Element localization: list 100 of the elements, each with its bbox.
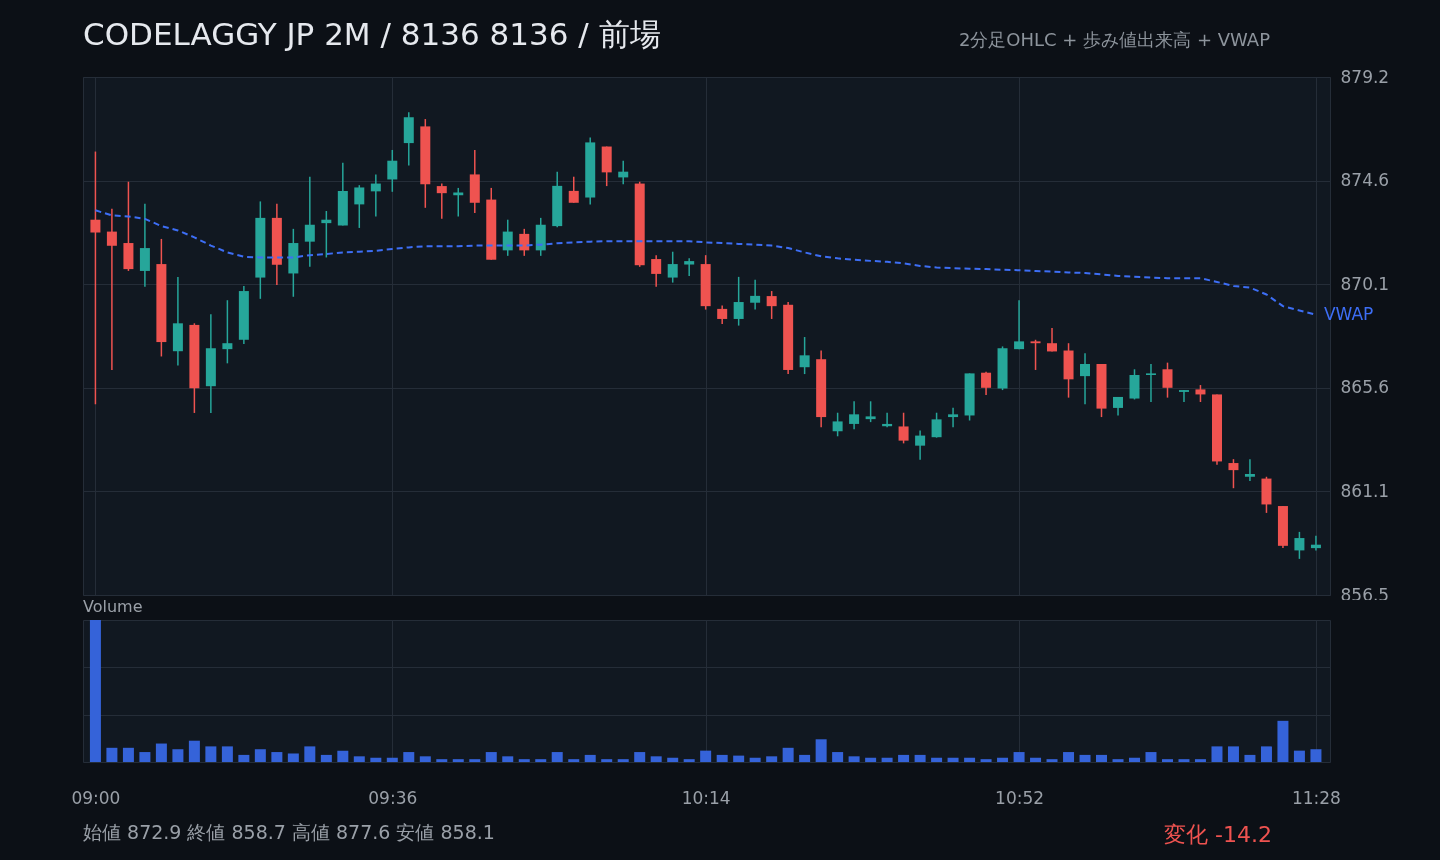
candlestick — [931, 411, 942, 439]
bar — [1310, 749, 1322, 762]
bar — [617, 759, 629, 762]
bar — [403, 752, 415, 762]
bar — [766, 756, 778, 762]
candlestick — [1294, 531, 1305, 560]
bar — [700, 750, 712, 762]
candlestick — [1178, 389, 1189, 403]
candlestick — [865, 400, 876, 423]
candlestick — [651, 254, 662, 288]
candlestick — [898, 411, 909, 445]
candlestick — [139, 202, 150, 288]
candlestick — [354, 184, 365, 229]
y-tick-label: 865.6 — [1340, 377, 1390, 398]
candlestick — [1129, 368, 1140, 401]
bar — [469, 759, 481, 762]
bar — [1145, 752, 1157, 762]
y-tick-label: 861.1 — [1340, 480, 1390, 501]
candlestick — [1145, 363, 1156, 403]
bar — [782, 747, 794, 762]
bar — [1277, 720, 1289, 762]
candlestick — [1080, 352, 1091, 406]
bar — [205, 746, 217, 762]
bar — [386, 757, 398, 762]
bar — [898, 754, 910, 762]
bar — [1013, 752, 1025, 762]
bar — [271, 752, 283, 762]
chart-title: CODELAGGY JP 2M / 8136 8136 / 前場 — [83, 16, 661, 52]
bar — [221, 746, 233, 762]
bar — [353, 756, 365, 762]
bar — [650, 756, 662, 762]
chart-title: Volume — [83, 597, 143, 616]
bar — [452, 759, 464, 762]
text: 始値 872.9 終値 858.7 高値 877.6 安値 858.1 — [83, 820, 495, 845]
candlestick — [222, 299, 233, 365]
bar — [337, 750, 349, 762]
y-tick-label: 856.5 — [1340, 584, 1390, 605]
bar — [947, 757, 959, 762]
bar — [716, 754, 728, 762]
bar — [1162, 759, 1174, 762]
x-tick-label: 11:28 — [1291, 787, 1341, 808]
bar — [122, 747, 134, 762]
bar — [1244, 754, 1256, 762]
bar — [749, 757, 761, 762]
bar — [1063, 752, 1075, 762]
bar — [1112, 759, 1124, 762]
bar — [106, 747, 118, 762]
x-tick-label: 10:52 — [995, 787, 1045, 808]
candlestick — [387, 149, 398, 193]
bar — [601, 759, 613, 762]
candlestick — [1228, 458, 1239, 489]
series-label: VWAP — [1323, 303, 1374, 324]
y-tick-label: 879.2 — [1340, 66, 1390, 87]
candlestick — [106, 207, 117, 371]
bar — [89, 620, 101, 762]
bar — [172, 749, 184, 762]
bar — [865, 757, 877, 762]
x-tick-label: 09:36 — [368, 787, 418, 808]
bar — [584, 754, 596, 762]
candlestick — [1244, 458, 1255, 482]
bar — [518, 759, 530, 762]
candlestick — [832, 411, 843, 438]
bar — [667, 757, 679, 762]
bar — [188, 740, 200, 762]
candlestick — [1014, 299, 1025, 350]
candlestick — [733, 276, 744, 327]
candlestick — [436, 182, 447, 220]
bar — [254, 749, 266, 762]
candlestick — [849, 400, 860, 430]
bar — [997, 757, 1009, 762]
bar — [502, 756, 514, 762]
bar — [848, 756, 860, 762]
bar — [535, 759, 547, 762]
bar — [815, 739, 827, 762]
bar — [964, 757, 976, 762]
bar — [931, 757, 943, 762]
candlestick — [370, 173, 381, 218]
x-tick-label: 09:00 — [71, 787, 121, 808]
x-tick-label: 10:14 — [681, 787, 731, 808]
bar — [1178, 759, 1190, 762]
bar — [881, 757, 893, 762]
candlestick — [717, 304, 728, 325]
bar — [419, 756, 431, 762]
candlestick — [568, 175, 579, 204]
bar — [155, 743, 167, 762]
bar — [287, 753, 299, 762]
bar — [320, 754, 332, 762]
bar — [304, 746, 316, 762]
candlestick — [981, 371, 992, 396]
bar — [485, 752, 497, 762]
candlestick — [915, 429, 926, 461]
chart-subtitle: 2分足OHLC + 歩み値出来高 + VWAP — [958, 28, 1270, 52]
candlestick — [453, 187, 464, 218]
bar — [370, 757, 382, 762]
bar — [1260, 746, 1272, 762]
candlestick — [1162, 361, 1173, 399]
bar — [1129, 757, 1140, 762]
bar — [139, 752, 151, 762]
candlestick — [667, 250, 678, 284]
y-tick-label: 870.1 — [1340, 273, 1390, 294]
